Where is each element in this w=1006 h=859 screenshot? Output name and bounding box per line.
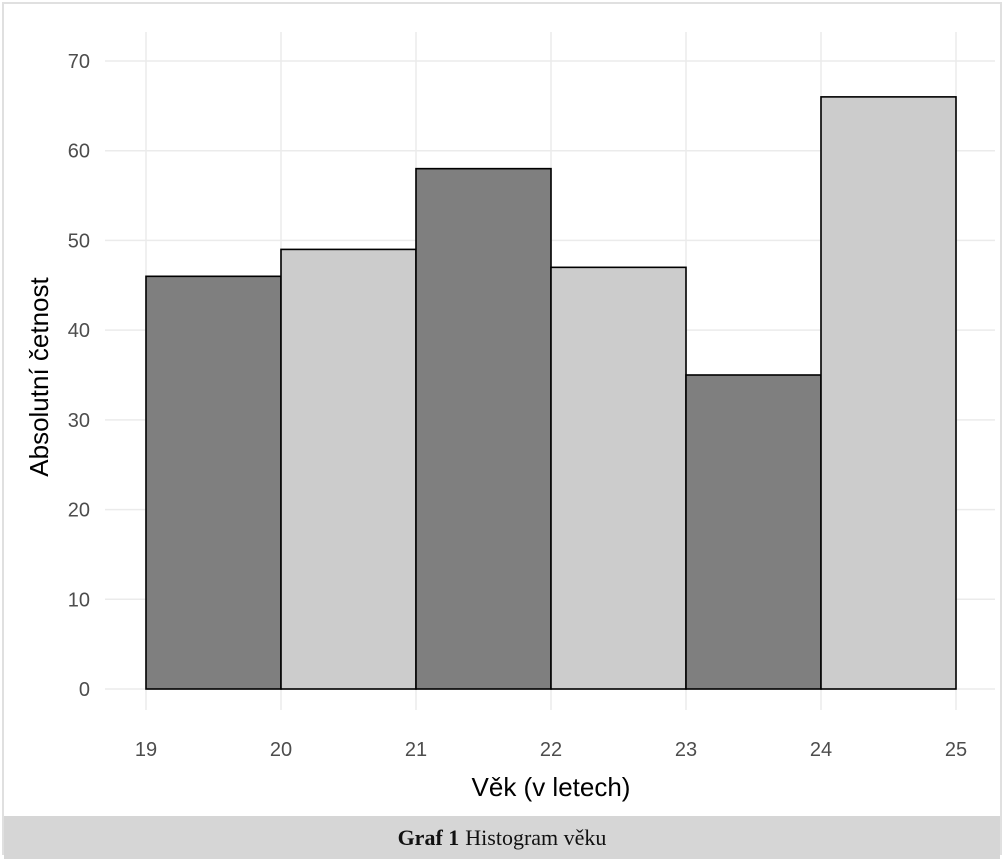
x-tick-label-1: 20: [270, 739, 292, 761]
histogram-bar-5: [820, 96, 957, 690]
histogram-bar-1: [280, 248, 417, 690]
y-tick-label-5: 50: [68, 230, 90, 252]
y-tick-labels: 0 10 20 30 40 50 60 70: [68, 51, 90, 701]
y-axis-title: Absolutní četnost: [24, 277, 54, 477]
histogram-bar-2: [415, 167, 552, 690]
caption-text: Histogram věku: [465, 824, 607, 850]
caption-label: Graf 1: [397, 824, 460, 850]
x-tick-label-6: 25: [945, 739, 967, 761]
y-tick-label-0: 0: [79, 679, 90, 701]
y-tick-label-7: 70: [68, 51, 90, 73]
x-tick-label-0: 19: [135, 739, 157, 761]
y-tick-label-6: 60: [68, 141, 90, 163]
histogram-bar-0: [145, 275, 282, 690]
histogram-bar-3: [550, 266, 687, 690]
bars: [145, 96, 957, 690]
x-tick-label-2: 21: [405, 739, 427, 761]
x-tick-labels: 19 20 21 22 23 24 25: [135, 739, 967, 761]
y-tick-label-3: 30: [68, 410, 90, 432]
histogram-chart: 0 10 20 30 40 50 60 70 19 20 21 22 23 24 25 Věk (v le…: [24, 32, 995, 802]
y-tick-label-4: 40: [68, 320, 90, 342]
x-tick-label-4: 23: [675, 739, 697, 761]
x-axis-title: Věk (v letech): [472, 772, 631, 802]
histogram-bar-4: [685, 374, 822, 690]
y-tick-label-1: 10: [68, 589, 90, 611]
x-tick-label-5: 24: [810, 739, 832, 761]
y-tick-label-2: 20: [68, 500, 90, 522]
figure-caption: Graf 1 Histogram věku: [4, 816, 1000, 859]
x-tick-label-3: 22: [540, 739, 562, 761]
